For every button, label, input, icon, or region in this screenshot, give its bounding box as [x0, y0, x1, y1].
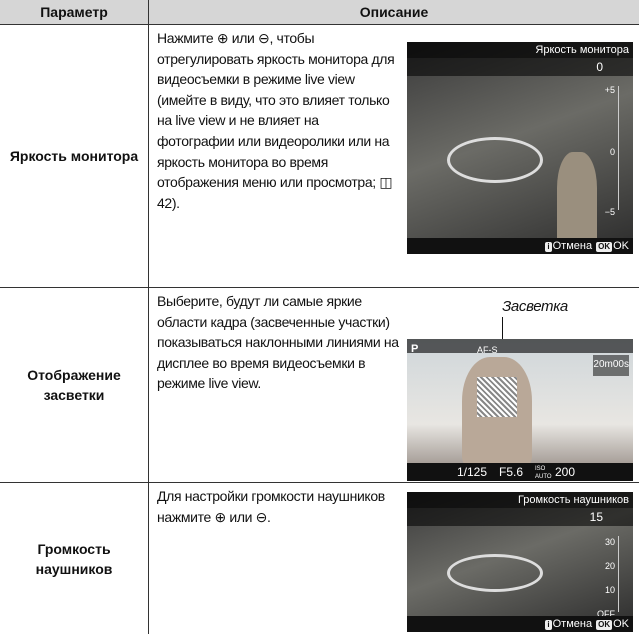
- screen-footer: i Отмена OK OK: [407, 238, 633, 254]
- scale-label: 10: [604, 585, 615, 595]
- description-cell: Яркость монитора 0 +5 0 −5 i Отмена OK OK Н…: [149, 25, 633, 287]
- description: Нажмите ⊕ или ⊖, чтобы отрегулировать яр…: [157, 30, 395, 211]
- caption: Засветка: [502, 298, 568, 315]
- column-border: [148, 0, 149, 634]
- description-cell: Засветка P AF-S 20m00s 1/125 F5.6 ISO AU…: [149, 288, 633, 482]
- time: 20m00s: [593, 355, 629, 376]
- child: [557, 152, 597, 242]
- screen-wrap: Засветка P AF-S 20m00s 1/125 F5.6 ISO AU…: [407, 297, 633, 481]
- cancel: Отмена: [552, 618, 593, 630]
- icon: i: [545, 242, 552, 252]
- header-cell: Описание: [149, 0, 639, 25]
- screen-value: 0: [407, 58, 633, 76]
- screen: Громкость наушников 15 30 20 10 OFF i Отм…: [407, 492, 633, 632]
- caption-line: [502, 317, 503, 339]
- screen: Яркость монитора 0 +5 0 −5 i Отмена OK OK: [407, 42, 633, 254]
- icon: OK: [596, 620, 613, 630]
- ok: OK: [613, 618, 629, 630]
- focus: AF-S: [477, 345, 498, 355]
- iso: 200: [555, 465, 576, 479]
- scale-label: 0: [609, 147, 615, 157]
- screen-title: Яркость монитора: [407, 42, 633, 58]
- scale: 30 20 10 OFF: [597, 530, 625, 619]
- top-bar: [407, 339, 633, 353]
- param-cell: Громкость наушников: [35, 540, 113, 577]
- aperture: F5.6: [499, 465, 524, 479]
- icon: OK: [596, 242, 613, 252]
- description: Выберите, будут ли самые яркие области к…: [157, 293, 399, 392]
- iso-label: ISO AUTO: [535, 466, 552, 480]
- hoop: [447, 137, 543, 183]
- mode: P: [411, 343, 419, 355]
- param-cell: Яркость монитора: [9, 148, 139, 164]
- scale-label: −5: [604, 207, 615, 217]
- screen-wrap: Громкость наушников 15 30 20 10 OFF i Отм…: [407, 492, 633, 632]
- description-cell: Громкость наушников 15 30 20 10 OFF i Отм…: [149, 483, 633, 634]
- cancel: Отмена: [552, 240, 593, 252]
- shutter: 1/125: [457, 465, 488, 479]
- ok: OK: [613, 240, 629, 252]
- screen-title: Громкость наушников: [407, 492, 633, 508]
- row-border: [0, 482, 639, 483]
- scale: +5 0 −5: [601, 78, 625, 218]
- icon: i: [545, 620, 552, 630]
- row-border: [0, 287, 639, 288]
- scale-label: 30: [604, 537, 615, 547]
- scale-line: [618, 86, 619, 210]
- bottom-bar: 1/125 F5.6 ISO AUTO 200: [407, 463, 633, 481]
- screen: P AF-S 20m00s 1/125 F5.6 ISO AUTO 200: [407, 339, 633, 481]
- scale-label: +5: [604, 85, 615, 95]
- scale-label: OFF: [597, 609, 615, 619]
- screen-wrap: Яркость монитора 0 +5 0 −5 i Отмена OK OK: [407, 42, 633, 254]
- zebra: [477, 377, 517, 417]
- scale-label: 20: [604, 561, 615, 571]
- screen-value: 15: [407, 508, 633, 526]
- hoop: [447, 554, 543, 592]
- description: Для настройки громкости наушников нажмит…: [157, 488, 385, 525]
- param-cell: Отображение засветки: [27, 367, 121, 403]
- scale-line: [618, 536, 619, 612]
- header-cell: Параметр: [0, 0, 148, 25]
- screen-footer: i Отмена OK OK: [407, 616, 633, 632]
